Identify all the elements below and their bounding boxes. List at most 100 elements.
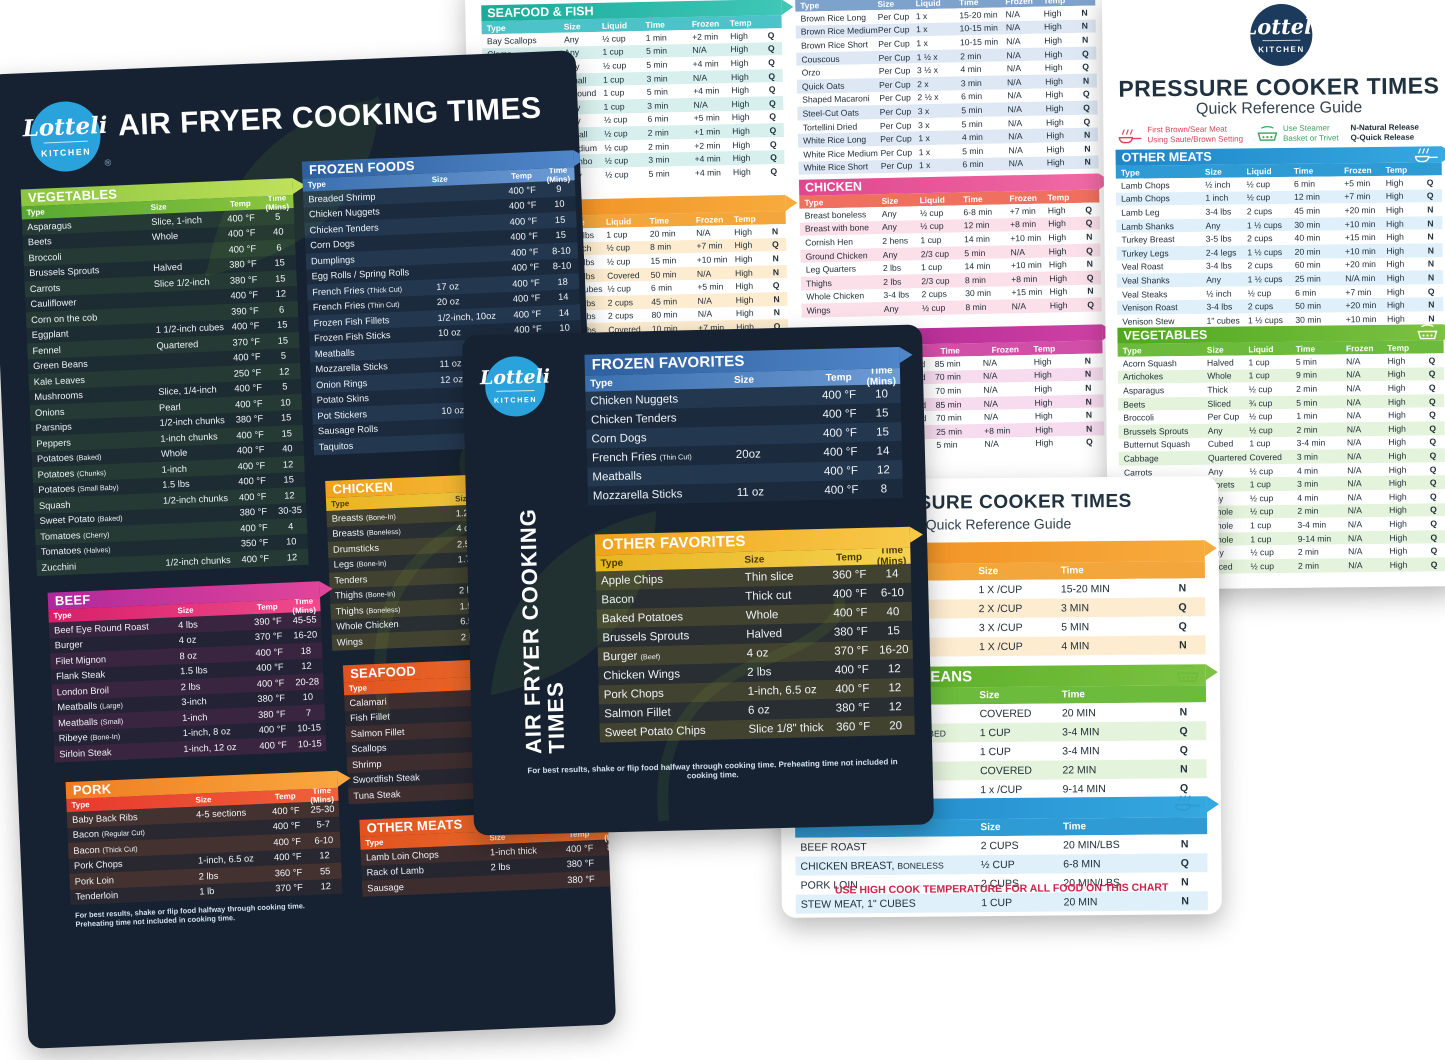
cell: 3-4 min	[1297, 519, 1327, 530]
cell: 3 min	[646, 73, 668, 84]
cell: High	[1389, 545, 1408, 556]
cell: 6 min	[962, 159, 984, 170]
brand-sub: KITCHEN	[493, 394, 538, 405]
cell: Halved	[152, 262, 183, 274]
col-size: Size	[979, 690, 1000, 702]
cell: 400 °F	[272, 820, 301, 832]
cell: 370 °F	[834, 644, 869, 658]
cell: ½ cup	[604, 141, 628, 153]
cell: Q	[1429, 463, 1437, 474]
col-time: Time	[958, 0, 979, 7]
cell: 1/2-inch chunks	[159, 415, 225, 429]
legend-steamer-line2: Basket or Trivet	[1282, 133, 1339, 143]
saute-pan-icon	[1118, 129, 1142, 144]
cell: N/A	[1346, 383, 1361, 394]
legend-brown-text: First Brown/Sear Meat Using Saute/Brown …	[1147, 124, 1243, 145]
cell: 14	[558, 307, 570, 318]
cell: 4 min	[1296, 465, 1319, 476]
saute-pan-icon	[1174, 795, 1201, 811]
cell: N/A	[1008, 158, 1024, 169]
cell: N/A	[697, 308, 713, 320]
cell: High	[1389, 532, 1408, 543]
cell: 12	[888, 700, 902, 713]
cell: Broccoli	[1123, 412, 1154, 423]
cell: High	[1386, 272, 1405, 283]
cell: Q	[768, 57, 775, 68]
cell: ½ cup	[1246, 178, 1271, 190]
col-liquid: Liquid	[605, 215, 632, 227]
cell: 1/2-inch chunks	[165, 554, 231, 568]
cell: 12	[301, 660, 312, 672]
cell: 3-4 min	[1296, 437, 1326, 449]
cell: ½ cup	[1249, 492, 1274, 504]
cell: 6-8 MIN	[1063, 857, 1101, 870]
cell: 400 °F	[511, 262, 540, 274]
legend-brown-sear: First Brown/Sear Meat Using Saute/Brown …	[1117, 124, 1243, 145]
cell: ½ cup	[1248, 384, 1273, 395]
col-temp: Temp	[274, 791, 296, 802]
cell: 2 min	[1297, 546, 1319, 557]
cell: N/A	[1007, 117, 1023, 128]
cell: 2 hens	[882, 235, 909, 246]
cell: High	[1044, 48, 1063, 60]
cell: High	[730, 71, 749, 82]
cell: 2 min	[960, 50, 982, 61]
cell: 400 °F	[236, 429, 265, 441]
cell: 30-35	[277, 505, 303, 517]
col-frozen: Frozen	[1345, 342, 1374, 353]
cell: 380 °F	[229, 258, 257, 271]
cell: Chicken Wings	[603, 667, 681, 682]
cell: 15	[280, 412, 292, 424]
cell: 9	[555, 183, 562, 194]
cell: Any	[1205, 220, 1221, 231]
brand-logo: Lotteli KITCHEN	[480, 355, 550, 418]
cell: ½ cup	[1250, 547, 1274, 558]
cell: 20	[889, 719, 903, 732]
col-frozen: Frozen	[1344, 164, 1372, 175]
brand-sub: KITCHEN	[1258, 44, 1305, 55]
cell: Pearl	[158, 401, 181, 413]
cell: 1 x	[915, 10, 928, 22]
cell: High	[1389, 559, 1408, 570]
cell: Q	[1083, 102, 1091, 113]
cell: 55	[319, 865, 331, 877]
cell: High	[1043, 21, 1062, 32]
cell: 12	[320, 881, 332, 892]
legend-steamer-text: Use Steamer Basket or Trivet	[1283, 123, 1339, 144]
cell: N/A	[693, 99, 708, 110]
cell: 1 inch	[1205, 192, 1229, 204]
cell: Q	[769, 125, 777, 136]
cell: High	[1035, 424, 1053, 435]
cell: N/A	[1006, 76, 1022, 88]
cell: Sausage	[367, 881, 405, 894]
cell: 2 min	[1296, 383, 1318, 394]
cell: 1 x	[918, 133, 930, 144]
cell	[160, 513, 233, 516]
cell: Q	[1429, 436, 1437, 447]
table-body: Beef Eye Round Roast 4 lbs 390 °F 45-55 Burg…	[48, 611, 327, 763]
cell: N	[1081, 21, 1089, 32]
col-temp: Temp	[835, 551, 863, 564]
cell: Per Cup	[878, 65, 911, 77]
cell	[154, 374, 227, 377]
cell: Tuna Steak	[353, 788, 401, 801]
cell: Veal Steaks	[1122, 288, 1168, 300]
cell: Brown Rice Short	[800, 39, 869, 51]
cell: N/A	[982, 357, 998, 368]
cell: 2 lbs	[747, 665, 772, 679]
cell: 1-inch	[181, 711, 208, 723]
col-type	[795, 828, 980, 830]
cell: 1 CUP	[979, 726, 1011, 739]
cell: 15	[555, 229, 567, 241]
cell: 5-7	[316, 819, 331, 830]
cell: Tenderloin	[75, 890, 119, 903]
af-small-section-other-favorites: OTHER FAVORITES Type Size Temp Time (Min…	[594, 526, 915, 743]
cell: 15	[281, 428, 293, 439]
cell: Q	[1180, 856, 1189, 869]
cell: 1 ½ cups	[1246, 219, 1282, 230]
cell: 1 x /CUP	[980, 783, 1023, 796]
cell: N	[1085, 396, 1092, 407]
cell: Wings	[336, 636, 363, 648]
cell: High	[1387, 355, 1406, 366]
